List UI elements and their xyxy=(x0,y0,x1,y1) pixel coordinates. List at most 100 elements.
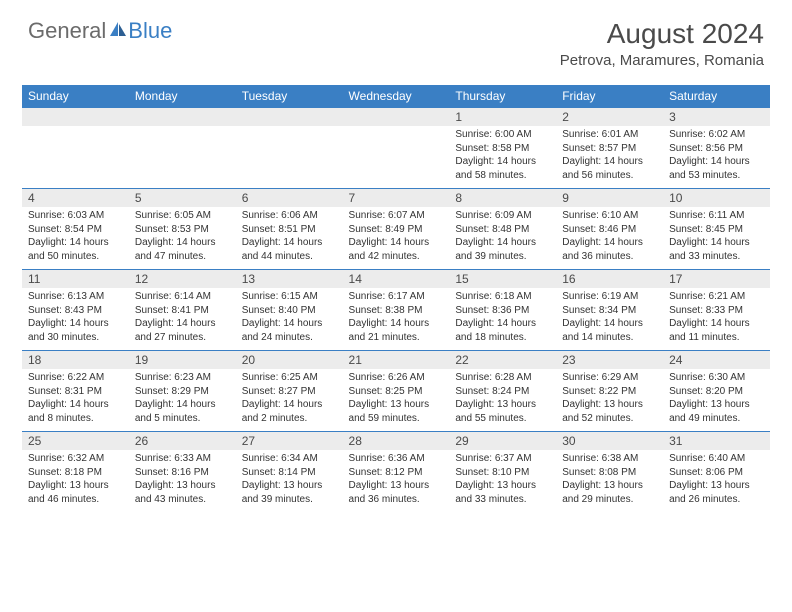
day-details: Sunrise: 6:40 AMSunset: 8:06 PMDaylight:… xyxy=(663,450,770,512)
daylight-text: Daylight: 13 hours and 36 minutes. xyxy=(349,479,444,506)
daylight-text: Daylight: 14 hours and 27 minutes. xyxy=(135,317,230,344)
day-details: Sunrise: 6:07 AMSunset: 8:49 PMDaylight:… xyxy=(343,207,450,269)
day-details: Sunrise: 6:36 AMSunset: 8:12 PMDaylight:… xyxy=(343,450,450,512)
day-details: Sunrise: 6:28 AMSunset: 8:24 PMDaylight:… xyxy=(449,369,556,431)
day-details xyxy=(22,126,129,182)
calendar-table: Sunday Monday Tuesday Wednesday Thursday… xyxy=(22,85,770,512)
sunrise-text: Sunrise: 6:23 AM xyxy=(135,371,230,385)
daylight-text: Daylight: 14 hours and 21 minutes. xyxy=(349,317,444,344)
day-details: Sunrise: 6:02 AMSunset: 8:56 PMDaylight:… xyxy=(663,126,770,188)
day-number: 2 xyxy=(556,108,663,126)
sunset-text: Sunset: 8:45 PM xyxy=(669,223,764,237)
details-row: Sunrise: 6:22 AMSunset: 8:31 PMDaylight:… xyxy=(22,369,770,432)
day-number: 5 xyxy=(129,189,236,207)
day-details: Sunrise: 6:01 AMSunset: 8:57 PMDaylight:… xyxy=(556,126,663,188)
sunset-text: Sunset: 8:16 PM xyxy=(135,466,230,480)
daylight-text: Daylight: 13 hours and 55 minutes. xyxy=(455,398,550,425)
day-details: Sunrise: 6:14 AMSunset: 8:41 PMDaylight:… xyxy=(129,288,236,350)
day-details xyxy=(129,126,236,182)
weekday-header: Thursday xyxy=(449,85,556,108)
details-row: Sunrise: 6:00 AMSunset: 8:58 PMDaylight:… xyxy=(22,126,770,189)
sunrise-text: Sunrise: 6:36 AM xyxy=(349,452,444,466)
day-details: Sunrise: 6:26 AMSunset: 8:25 PMDaylight:… xyxy=(343,369,450,431)
sunset-text: Sunset: 8:40 PM xyxy=(242,304,337,318)
daylight-text: Daylight: 14 hours and 8 minutes. xyxy=(28,398,123,425)
day-number: 24 xyxy=(663,351,770,369)
day-details: Sunrise: 6:09 AMSunset: 8:48 PMDaylight:… xyxy=(449,207,556,269)
daylight-text: Daylight: 14 hours and 11 minutes. xyxy=(669,317,764,344)
sunset-text: Sunset: 8:12 PM xyxy=(349,466,444,480)
sunset-text: Sunset: 8:22 PM xyxy=(562,385,657,399)
daylight-text: Daylight: 14 hours and 56 minutes. xyxy=(562,155,657,182)
day-number: 6 xyxy=(236,189,343,207)
day-number: 22 xyxy=(449,351,556,369)
day-number: 18 xyxy=(22,351,129,369)
day-details: Sunrise: 6:29 AMSunset: 8:22 PMDaylight:… xyxy=(556,369,663,431)
day-details: Sunrise: 6:25 AMSunset: 8:27 PMDaylight:… xyxy=(236,369,343,431)
sunset-text: Sunset: 8:10 PM xyxy=(455,466,550,480)
sunrise-text: Sunrise: 6:22 AM xyxy=(28,371,123,385)
weekday-header: Tuesday xyxy=(236,85,343,108)
daylight-text: Daylight: 14 hours and 18 minutes. xyxy=(455,317,550,344)
day-number: 26 xyxy=(129,432,236,450)
header: General Blue August 2024 Petrova, Maramu… xyxy=(0,0,792,77)
daylight-text: Daylight: 14 hours and 14 minutes. xyxy=(562,317,657,344)
sunrise-text: Sunrise: 6:26 AM xyxy=(349,371,444,385)
day-number: 14 xyxy=(343,270,450,288)
sunset-text: Sunset: 8:33 PM xyxy=(669,304,764,318)
details-row: Sunrise: 6:32 AMSunset: 8:18 PMDaylight:… xyxy=(22,450,770,512)
day-number: . xyxy=(129,108,236,126)
sunrise-text: Sunrise: 6:06 AM xyxy=(242,209,337,223)
day-details: Sunrise: 6:23 AMSunset: 8:29 PMDaylight:… xyxy=(129,369,236,431)
sunset-text: Sunset: 8:57 PM xyxy=(562,142,657,156)
sunrise-text: Sunrise: 6:11 AM xyxy=(669,209,764,223)
sunrise-text: Sunrise: 6:09 AM xyxy=(455,209,550,223)
day-number: 11 xyxy=(22,270,129,288)
day-details: Sunrise: 6:15 AMSunset: 8:40 PMDaylight:… xyxy=(236,288,343,350)
daylight-text: Daylight: 13 hours and 29 minutes. xyxy=(562,479,657,506)
day-number: 29 xyxy=(449,432,556,450)
sunset-text: Sunset: 8:31 PM xyxy=(28,385,123,399)
day-details: Sunrise: 6:05 AMSunset: 8:53 PMDaylight:… xyxy=(129,207,236,269)
daynum-row: ....123 xyxy=(22,108,770,127)
sunrise-text: Sunrise: 6:03 AM xyxy=(28,209,123,223)
weekday-header-row: Sunday Monday Tuesday Wednesday Thursday… xyxy=(22,85,770,108)
sunrise-text: Sunrise: 6:05 AM xyxy=(135,209,230,223)
daylight-text: Daylight: 14 hours and 50 minutes. xyxy=(28,236,123,263)
day-details: Sunrise: 6:06 AMSunset: 8:51 PMDaylight:… xyxy=(236,207,343,269)
day-details: Sunrise: 6:13 AMSunset: 8:43 PMDaylight:… xyxy=(22,288,129,350)
day-number: . xyxy=(236,108,343,126)
daylight-text: Daylight: 14 hours and 36 minutes. xyxy=(562,236,657,263)
sunset-text: Sunset: 8:49 PM xyxy=(349,223,444,237)
daylight-text: Daylight: 14 hours and 53 minutes. xyxy=(669,155,764,182)
day-details: Sunrise: 6:32 AMSunset: 8:18 PMDaylight:… xyxy=(22,450,129,512)
brand-part1: General xyxy=(28,18,106,44)
day-details: Sunrise: 6:33 AMSunset: 8:16 PMDaylight:… xyxy=(129,450,236,512)
day-number: 1 xyxy=(449,108,556,126)
sunset-text: Sunset: 8:58 PM xyxy=(455,142,550,156)
sunrise-text: Sunrise: 6:30 AM xyxy=(669,371,764,385)
sunset-text: Sunset: 8:38 PM xyxy=(349,304,444,318)
sunset-text: Sunset: 8:20 PM xyxy=(669,385,764,399)
sunrise-text: Sunrise: 6:25 AM xyxy=(242,371,337,385)
daylight-text: Daylight: 13 hours and 59 minutes. xyxy=(349,398,444,425)
day-number: 10 xyxy=(663,189,770,207)
day-details: Sunrise: 6:22 AMSunset: 8:31 PMDaylight:… xyxy=(22,369,129,431)
weekday-header: Monday xyxy=(129,85,236,108)
weekday-header: Friday xyxy=(556,85,663,108)
sunset-text: Sunset: 8:34 PM xyxy=(562,304,657,318)
day-details xyxy=(236,126,343,182)
sunrise-text: Sunrise: 6:02 AM xyxy=(669,128,764,142)
weekday-header: Sunday xyxy=(22,85,129,108)
details-row: Sunrise: 6:13 AMSunset: 8:43 PMDaylight:… xyxy=(22,288,770,351)
sunrise-text: Sunrise: 6:40 AM xyxy=(669,452,764,466)
daynum-row: 25262728293031 xyxy=(22,432,770,451)
daylight-text: Daylight: 13 hours and 49 minutes. xyxy=(669,398,764,425)
sunrise-text: Sunrise: 6:19 AM xyxy=(562,290,657,304)
day-number: 23 xyxy=(556,351,663,369)
daylight-text: Daylight: 13 hours and 43 minutes. xyxy=(135,479,230,506)
sunrise-text: Sunrise: 6:32 AM xyxy=(28,452,123,466)
day-details: Sunrise: 6:37 AMSunset: 8:10 PMDaylight:… xyxy=(449,450,556,512)
daylight-text: Daylight: 14 hours and 2 minutes. xyxy=(242,398,337,425)
daylight-text: Daylight: 13 hours and 39 minutes. xyxy=(242,479,337,506)
